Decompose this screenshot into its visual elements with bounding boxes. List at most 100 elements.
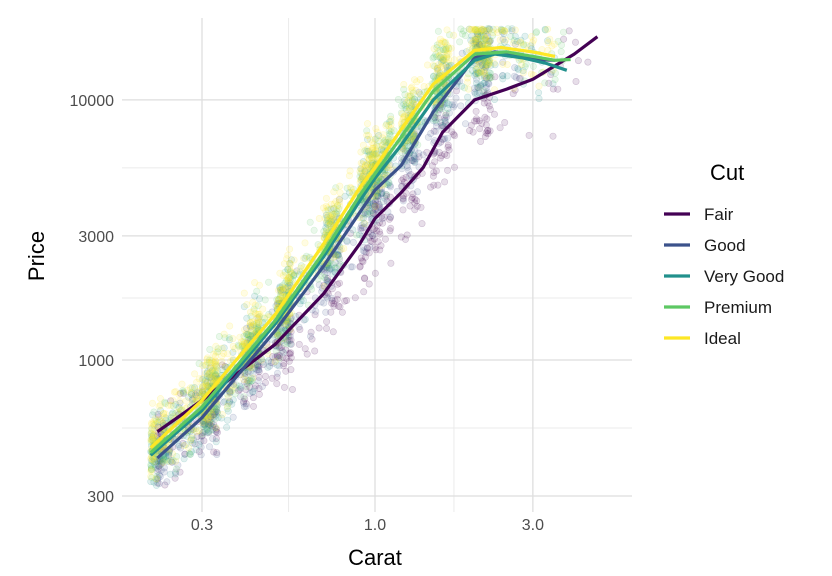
legend-label-premium: Premium — [704, 298, 772, 317]
point-very-good — [472, 69, 480, 77]
point-fair — [509, 90, 517, 98]
point-fair — [482, 129, 490, 137]
point-ideal — [276, 286, 284, 294]
point-fair — [415, 153, 423, 161]
point-ideal — [441, 55, 449, 63]
point-good — [209, 435, 217, 443]
point-good — [359, 247, 367, 255]
point-good — [333, 251, 341, 259]
point-fair — [477, 138, 485, 146]
point-very-good — [378, 190, 386, 198]
point-fair — [484, 127, 492, 135]
point-good — [247, 323, 255, 331]
point-fair — [212, 425, 220, 433]
point-good — [251, 364, 259, 372]
point-ideal — [147, 473, 155, 481]
point-fair — [445, 146, 453, 154]
point-good — [249, 370, 257, 378]
point-good — [461, 120, 469, 128]
point-fair — [431, 158, 439, 166]
point-ideal — [464, 74, 472, 82]
point-good — [484, 58, 492, 66]
point-fair — [371, 244, 379, 252]
point-fair — [363, 244, 371, 252]
point-fair — [367, 237, 375, 245]
point-ideal — [195, 427, 203, 435]
point-fair — [255, 373, 263, 381]
point-ideal — [321, 214, 329, 222]
point-good — [511, 40, 519, 48]
point-fair — [565, 27, 573, 35]
point-ideal — [286, 267, 294, 275]
point-ideal — [243, 301, 251, 309]
point-fair — [200, 437, 208, 445]
point-good — [499, 72, 507, 80]
point-ideal — [404, 92, 412, 100]
point-fair — [200, 420, 208, 428]
point-very-good — [482, 64, 490, 72]
point-very-good — [190, 436, 198, 444]
point-very-good — [172, 470, 180, 478]
point-good — [399, 197, 407, 205]
point-good — [197, 451, 205, 459]
point-premium — [173, 465, 181, 473]
point-ideal — [510, 39, 518, 47]
point-good — [357, 224, 365, 232]
point-fair — [491, 73, 499, 81]
point-fair — [179, 439, 187, 447]
point-fair — [430, 169, 438, 177]
y-tick-label: 1000 — [78, 353, 114, 370]
point-fair — [486, 73, 494, 81]
point-good — [206, 374, 214, 382]
point-good — [336, 255, 344, 263]
point-good — [323, 269, 331, 277]
point-fair — [287, 366, 295, 374]
point-fair — [273, 352, 281, 360]
point-good — [295, 323, 303, 331]
point-good — [283, 338, 291, 346]
point-ideal — [480, 68, 488, 76]
point-fair — [199, 428, 207, 436]
point-fair — [360, 288, 368, 296]
point-fair — [205, 429, 213, 437]
point-premium — [240, 393, 248, 401]
point-good — [168, 458, 176, 466]
point-ideal — [199, 385, 207, 393]
point-good — [226, 398, 234, 406]
point-fair — [234, 387, 242, 395]
point-fair — [356, 263, 364, 271]
point-fair — [361, 253, 369, 261]
point-ideal — [465, 25, 473, 33]
point-premium — [321, 273, 329, 281]
point-good — [458, 49, 466, 57]
point-good — [249, 388, 257, 396]
point-good — [415, 88, 423, 96]
point-fair — [411, 199, 419, 207]
point-fair — [241, 369, 249, 377]
point-good — [480, 27, 488, 35]
point-good — [336, 246, 344, 254]
point-good — [155, 413, 163, 421]
point-fair — [259, 360, 267, 368]
point-good — [358, 222, 366, 230]
point-fair — [343, 296, 351, 304]
point-very-good — [209, 372, 217, 380]
point-very-good — [192, 446, 200, 454]
point-very-good — [477, 81, 485, 89]
point-fair — [372, 246, 380, 254]
point-fair — [545, 79, 553, 87]
point-fair — [377, 242, 385, 250]
point-fair — [198, 432, 206, 440]
point-premium — [533, 28, 541, 36]
point-fair — [199, 387, 207, 395]
point-fair — [273, 300, 281, 308]
legend-item-ideal: Ideal — [664, 329, 741, 348]
point-fair — [282, 354, 290, 362]
point-very-good — [279, 348, 287, 356]
point-ideal — [387, 115, 395, 123]
point-very-good — [328, 264, 336, 272]
point-ideal — [218, 411, 226, 419]
point-ideal — [169, 450, 177, 458]
point-good — [209, 408, 217, 416]
